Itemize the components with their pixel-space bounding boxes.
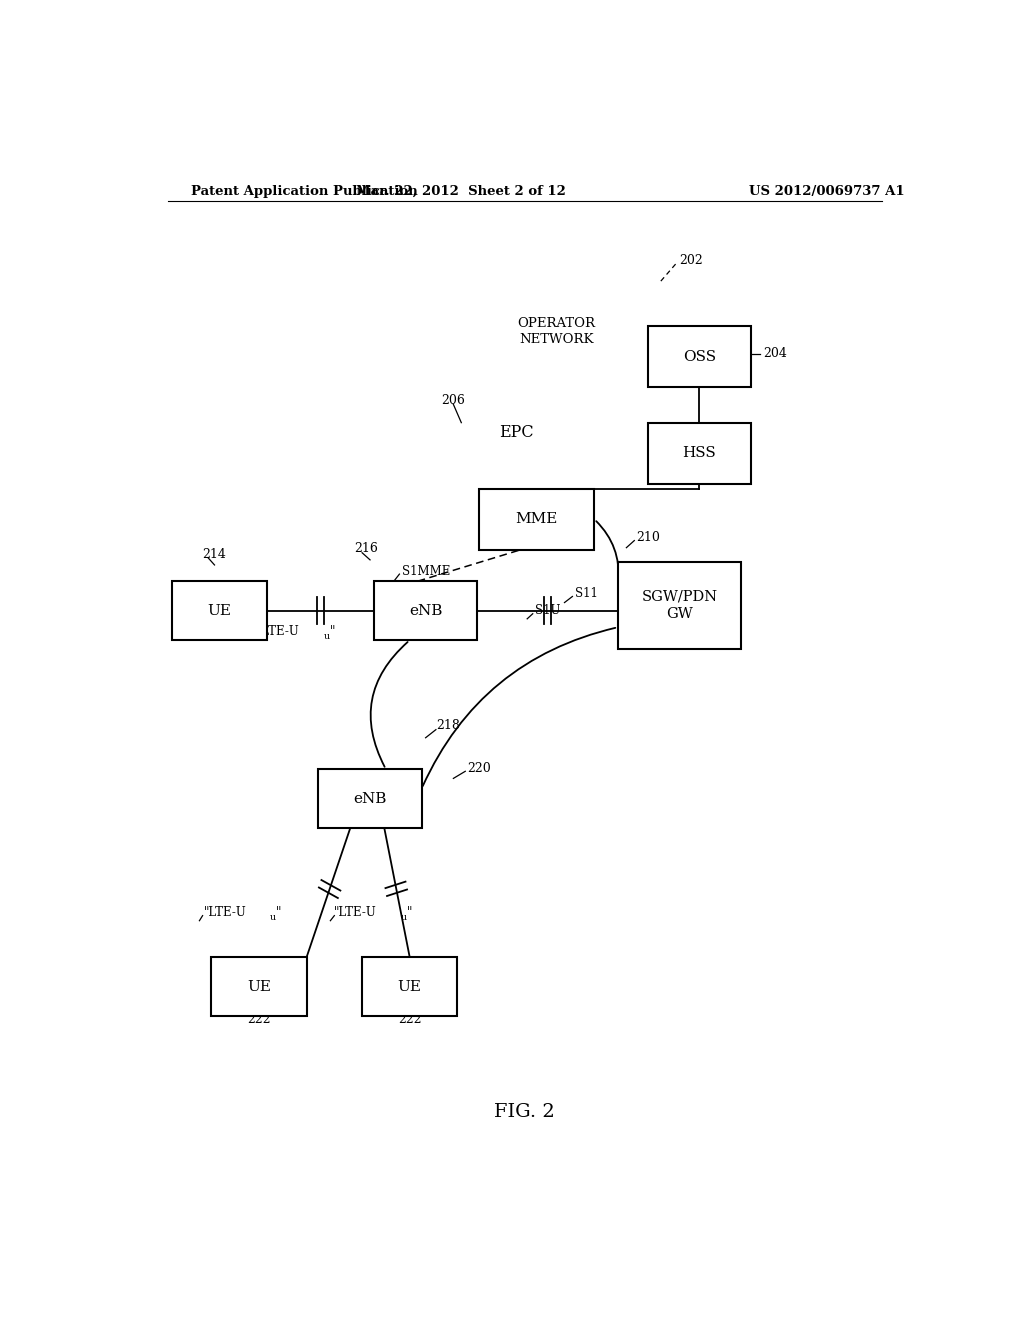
Text: 202: 202: [680, 253, 703, 267]
Bar: [172, 581, 267, 640]
Bar: [211, 957, 306, 1016]
Text: eNB: eNB: [353, 792, 387, 805]
Text: "LTE-U: "LTE-U: [204, 906, 246, 919]
Text: UE: UE: [247, 979, 271, 994]
Text: 216: 216: [354, 543, 378, 556]
Text: US 2012/0069737 A1: US 2012/0069737 A1: [749, 185, 904, 198]
Text: EUTRAN: EUTRAN: [373, 583, 426, 597]
Text: FIG. 2: FIG. 2: [495, 1102, 555, 1121]
Text: S11: S11: [574, 587, 598, 599]
Text: UE: UE: [207, 603, 231, 618]
Text: 214: 214: [202, 548, 225, 561]
Text: EPC: EPC: [500, 424, 535, 441]
Bar: [618, 562, 741, 649]
Bar: [479, 488, 594, 549]
Text: HSS: HSS: [683, 446, 716, 461]
Text: u: u: [270, 913, 276, 923]
Text: 206: 206: [441, 393, 465, 407]
Text: 204: 204: [763, 347, 786, 360]
Text: UE: UE: [397, 979, 422, 994]
Text: S1U: S1U: [536, 605, 560, 618]
Text: ": ": [275, 906, 281, 919]
Text: ": ": [407, 906, 412, 919]
Text: Mar. 22, 2012  Sheet 2 of 12: Mar. 22, 2012 Sheet 2 of 12: [356, 185, 566, 198]
Text: 210: 210: [636, 531, 659, 544]
Text: OPERATOR
NETWORK: OPERATOR NETWORK: [517, 317, 596, 346]
Text: 218: 218: [436, 719, 460, 733]
Text: 222: 222: [247, 1012, 270, 1026]
Text: 220: 220: [468, 762, 492, 775]
Text: u: u: [401, 913, 408, 923]
Bar: [374, 581, 477, 640]
Text: eNB: eNB: [409, 603, 442, 618]
Bar: [648, 326, 751, 387]
Text: 212: 212: [697, 632, 722, 644]
Text: u: u: [324, 631, 331, 640]
FancyArrowPatch shape: [371, 642, 408, 767]
Bar: [362, 957, 458, 1016]
Bar: [648, 422, 751, 483]
Text: SGW/PDN
GW: SGW/PDN GW: [641, 590, 718, 622]
Text: MME: MME: [515, 512, 558, 527]
Text: OSS: OSS: [683, 350, 716, 363]
Bar: [318, 770, 422, 828]
Text: "LTE-U: "LTE-U: [257, 624, 300, 638]
Text: ": ": [330, 624, 335, 638]
Text: S1MME: S1MME: [401, 565, 451, 578]
Text: 208: 208: [564, 531, 589, 544]
Text: "LTE-U: "LTE-U: [334, 906, 377, 919]
FancyArrowPatch shape: [596, 521, 618, 581]
Text: Patent Application Publication: Patent Application Publication: [191, 185, 418, 198]
FancyArrowPatch shape: [423, 628, 615, 785]
Text: 222: 222: [398, 1012, 422, 1026]
